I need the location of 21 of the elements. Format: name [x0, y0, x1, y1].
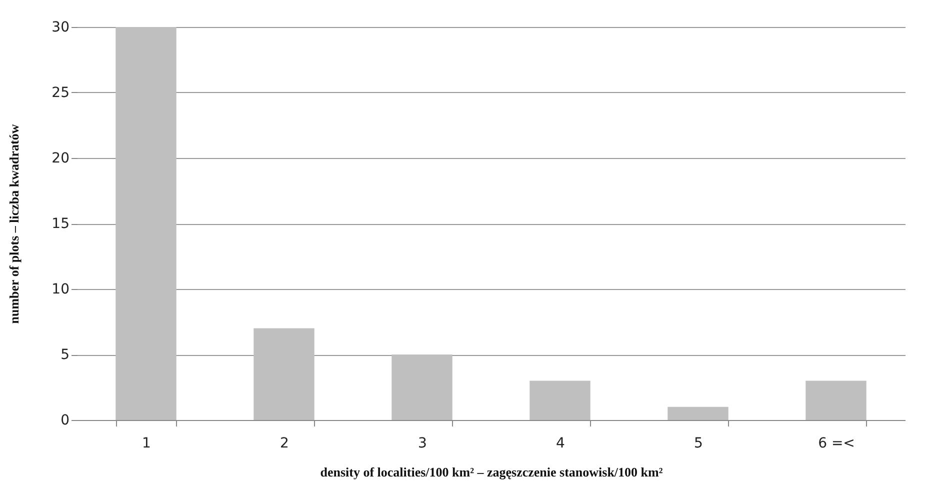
x-tick-label: 1 — [142, 436, 151, 452]
x-tick-label: 4 — [556, 436, 566, 452]
bar — [530, 380, 590, 420]
x-tick-label: 6 =< — [818, 436, 855, 452]
y-axis-title: number of plots – liczba kwadratów — [6, 124, 22, 324]
y-tick-label: 10 — [52, 282, 70, 298]
x-tick-label: 3 — [418, 436, 427, 452]
bar — [392, 354, 452, 420]
y-tick-label: 0 — [60, 412, 70, 428]
x-tick-label: 5 — [694, 436, 703, 452]
y-tick-label: 15 — [52, 216, 70, 232]
y-tick-label: 30 — [52, 20, 70, 36]
bar — [254, 328, 314, 420]
x-tick-label: 2 — [280, 436, 289, 452]
bar — [806, 380, 866, 420]
x-axis-title: density of localities/100 km² – zagęszczenie stanowisk/100 km² — [320, 464, 663, 480]
y-tick-label: 25 — [52, 85, 70, 101]
bar — [116, 27, 176, 420]
y-tick-label: 5 — [60, 347, 70, 363]
bar — [668, 406, 728, 420]
y-tick-label: 20 — [52, 150, 70, 166]
